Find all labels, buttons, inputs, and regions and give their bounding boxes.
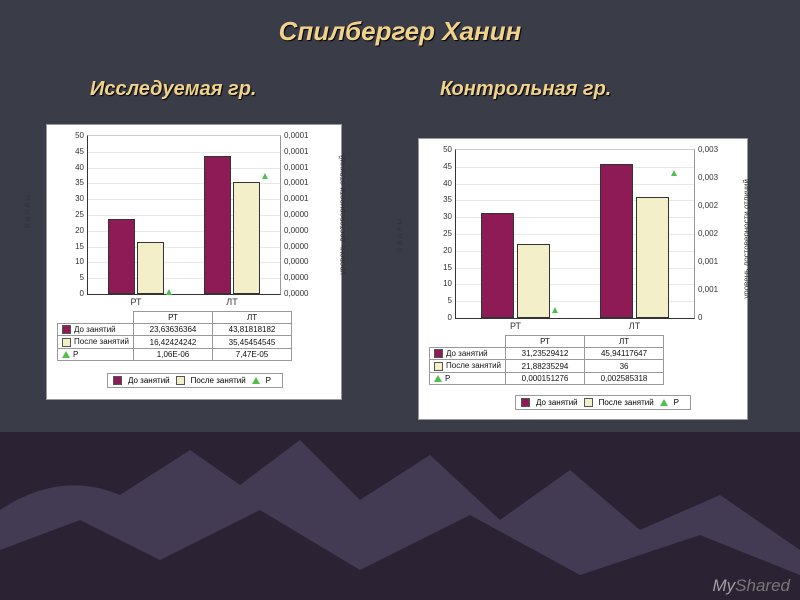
plot-area-study: 051015202530354045500,00000,00000,00000,… <box>87 135 281 295</box>
y-tick: 50 <box>56 131 84 140</box>
y-tick: 5 <box>56 273 84 282</box>
y2-tick: 0,0000 <box>284 226 308 235</box>
data-table-control: РТЛТДо занятий31,2352941245,94117647Посл… <box>429 335 664 385</box>
watermark-a: My <box>713 576 736 595</box>
y-tick: 15 <box>56 242 84 251</box>
y2-tick: 0,0000 <box>284 273 308 282</box>
mountain-silhouette <box>0 400 800 600</box>
y-tick: 45 <box>56 147 84 156</box>
bar-before <box>108 219 135 294</box>
y2-tick: 0 <box>698 313 702 322</box>
y2-tick: 0,001 <box>698 285 718 294</box>
y-tick: 40 <box>424 179 452 188</box>
y2-tick: 0,0000 <box>284 242 308 251</box>
bar-before <box>600 164 633 318</box>
y-tick: 10 <box>56 257 84 266</box>
p-marker <box>552 307 558 313</box>
category-label: ЛТ <box>615 321 655 331</box>
bar-after <box>137 242 164 294</box>
y2-tick: 0,003 <box>698 145 718 154</box>
data-table-study: РТЛТДо занятий23,6363636443,81818182Посл… <box>57 311 292 361</box>
subtitle-right: Контрольная гр. <box>440 78 611 101</box>
chart-card-control: б а л л ы уровень достоверности отличий … <box>418 138 748 420</box>
bar-after <box>233 182 260 294</box>
y-tick: 40 <box>56 163 84 172</box>
y2-tick: 0,003 <box>698 173 718 182</box>
y2-axis-label: уровень достоверности отличий <box>742 179 751 299</box>
watermark-b: Shared <box>735 576 790 595</box>
y-axis-label: б а л л ы <box>395 219 404 252</box>
category-label: ЛТ <box>212 297 252 307</box>
category-label: РТ <box>496 321 536 331</box>
y-tick: 35 <box>424 195 452 204</box>
y2-tick: 0,0000 <box>284 210 308 219</box>
y-tick: 35 <box>56 178 84 187</box>
y-tick: 50 <box>424 145 452 154</box>
plot-area-control: 0510152025303540455000,0010,0010,0020,00… <box>455 149 695 319</box>
p-marker <box>262 173 268 179</box>
chart-card-study: б а л л ы уровень достоверности отличий … <box>46 124 342 400</box>
p-marker <box>671 170 677 176</box>
category-label: РТ <box>116 297 156 307</box>
y-tick: 30 <box>424 212 452 221</box>
y-tick: 5 <box>424 296 452 305</box>
y2-tick: 0,002 <box>698 201 718 210</box>
y2-tick: 0,0000 <box>284 289 308 298</box>
bar-before <box>481 213 514 318</box>
bar-after <box>636 197 669 318</box>
y2-tick: 0,0001 <box>284 163 308 172</box>
page-title: Спилбергер Ханин <box>0 16 800 47</box>
y-tick: 25 <box>56 210 84 219</box>
watermark: MyShared <box>713 576 791 596</box>
p-marker <box>166 289 172 295</box>
y2-tick: 0,0000 <box>284 257 308 266</box>
y-tick: 0 <box>424 313 452 322</box>
y-tick: 30 <box>56 194 84 203</box>
bar-after <box>517 244 550 318</box>
legend-control: До занятийПосле занятийР <box>515 395 691 410</box>
y-tick: 0 <box>56 289 84 298</box>
subtitle-left: Исследуемая гр. <box>90 78 256 101</box>
y-tick: 10 <box>424 279 452 288</box>
bar-before <box>204 156 231 294</box>
y-tick: 15 <box>424 263 452 272</box>
y2-tick: 0,002 <box>698 229 718 238</box>
y-axis-label: б а л л ы <box>23 195 32 228</box>
y2-tick: 0,001 <box>698 257 718 266</box>
y-tick: 45 <box>424 162 452 171</box>
y2-axis-label: уровень достоверности отличий <box>338 155 347 275</box>
y2-tick: 0,0001 <box>284 194 308 203</box>
y2-tick: 0,0001 <box>284 147 308 156</box>
legend-study: До занятийПосле занятийР <box>107 373 283 388</box>
y2-tick: 0,0001 <box>284 131 308 140</box>
y-tick: 20 <box>424 246 452 255</box>
y-tick: 20 <box>56 226 84 235</box>
y2-tick: 0,0001 <box>284 178 308 187</box>
y-tick: 25 <box>424 229 452 238</box>
